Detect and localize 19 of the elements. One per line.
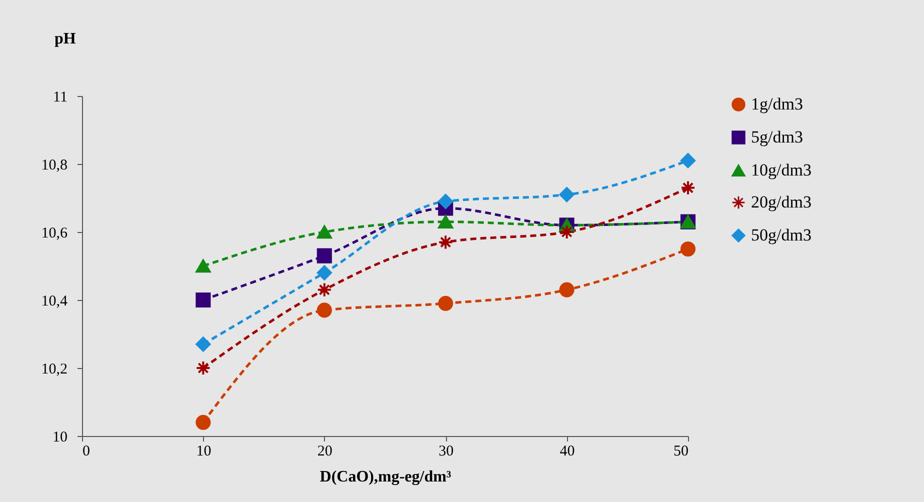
x-tick-label: 0 [82, 444, 90, 460]
legend-label: 1g/dm3 [751, 94, 803, 114]
y-tick-label: 10,4 [41, 294, 68, 310]
y-tick-label: 10 [52, 430, 68, 446]
legend-label: 20g/dm3 [751, 192, 812, 212]
y-tick-label: 10,6 [41, 226, 68, 242]
x-tick-label: 50 [674, 444, 688, 460]
y-tick-label: 11 [53, 90, 68, 106]
y-tick-label: 10,2 [41, 362, 68, 378]
legend-label: 50g/dm3 [751, 226, 812, 244]
y-tick-label: 10,8 [41, 158, 68, 174]
x-tick-label: 40 [560, 444, 575, 460]
x-tick-label: 30 [438, 444, 454, 460]
x-tick-label: 20 [317, 444, 332, 460]
x-tick-label: 10 [196, 444, 212, 460]
x-axis-title: D(CaO),mg-eg/dm³ [320, 468, 452, 486]
y-axis-title: pH [54, 30, 76, 48]
legend-label: 5g/dm3 [751, 128, 803, 146]
legend-label: 10g/dm3 [751, 160, 812, 180]
